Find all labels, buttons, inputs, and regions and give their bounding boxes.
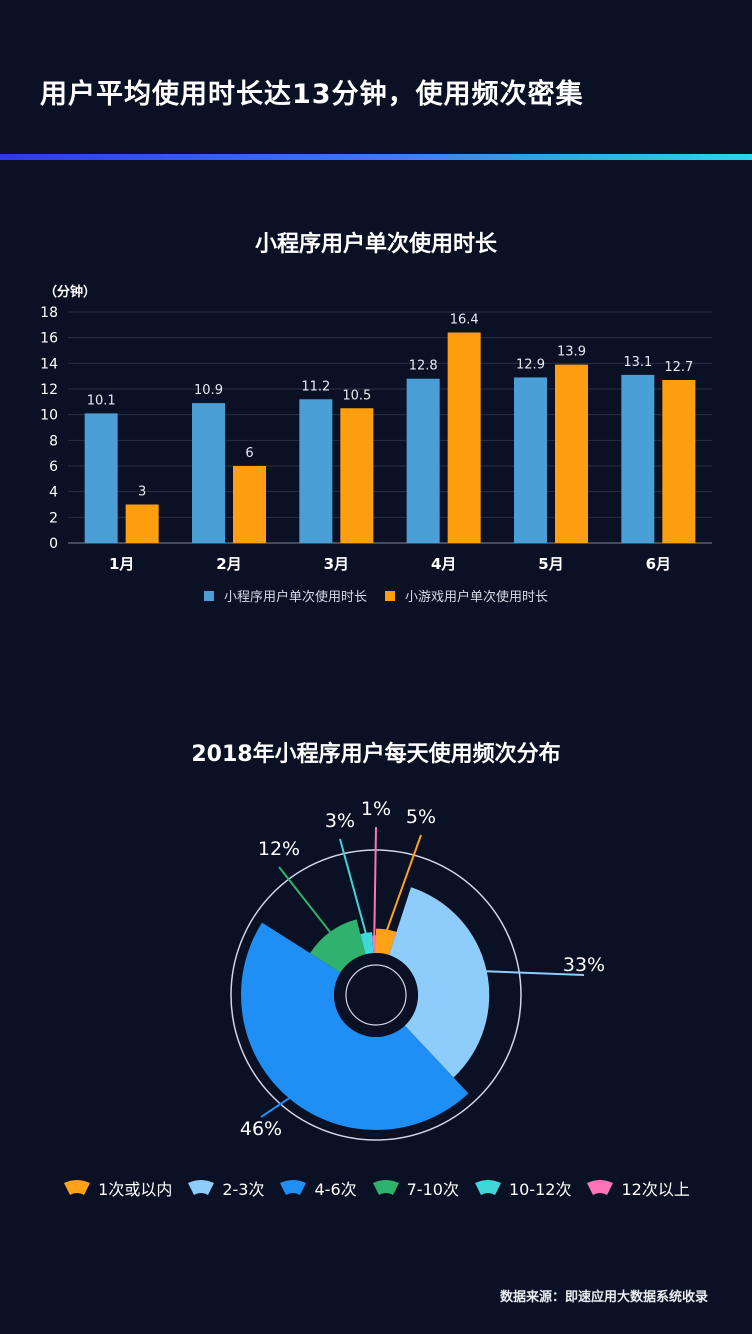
pie-slice bbox=[372, 935, 376, 954]
legend-swatch-blue bbox=[203, 590, 214, 601]
bar-value-label: 12.9 bbox=[516, 357, 545, 372]
pie-slice bbox=[376, 928, 397, 956]
pie-percent-label: 46% bbox=[240, 1118, 282, 1140]
y-tick-label: 12 bbox=[40, 382, 58, 398]
pie-legend-item: 7-10次 bbox=[371, 1176, 459, 1200]
pie-legend-item: 1次或以内 bbox=[62, 1176, 172, 1200]
pie-legend-swatch bbox=[280, 1180, 307, 1195]
y-tick-label: 14 bbox=[40, 356, 58, 372]
pie-leader-line bbox=[482, 970, 585, 976]
x-tick-label: 4月 bbox=[431, 555, 456, 573]
bar-miniprogram bbox=[621, 374, 655, 543]
pie-legend-item: 2-3次 bbox=[186, 1176, 264, 1200]
y-tick-label: 10 bbox=[40, 408, 58, 424]
pie-slice bbox=[241, 922, 469, 1130]
pie-legend-label: 12次以上 bbox=[621, 1180, 690, 1199]
bar-chart-legend: 小程序用户单次使用时长 小游戏用户单次使用时长 bbox=[0, 586, 752, 605]
y-axis-unit-label: （分钟） bbox=[44, 285, 97, 300]
bar-miniprogram bbox=[514, 377, 547, 543]
bar-value-label: 3 bbox=[138, 485, 146, 500]
pie-legend-swatch bbox=[188, 1180, 215, 1195]
pie-legend-label: 4-6次 bbox=[314, 1180, 357, 1199]
bar-value-label: 10.9 bbox=[194, 383, 223, 398]
bar-minigame bbox=[447, 332, 481, 543]
y-tick-label: 8 bbox=[49, 433, 58, 449]
x-tick-label: 1月 bbox=[109, 555, 134, 573]
y-tick-label: 6 bbox=[49, 459, 58, 475]
bar-value-label: 16.4 bbox=[450, 313, 479, 328]
title-divider bbox=[0, 154, 752, 160]
inner-ring bbox=[345, 964, 407, 1026]
bar-minigame bbox=[340, 408, 374, 543]
bar-minigame bbox=[662, 380, 696, 543]
x-tick-label: 3月 bbox=[324, 555, 349, 573]
pie-legend-item: 10-12次 bbox=[473, 1176, 572, 1200]
pie-legend-label: 2-3次 bbox=[222, 1180, 265, 1199]
bar-miniprogram bbox=[406, 378, 440, 543]
x-tick-label: 2月 bbox=[216, 555, 241, 573]
pie-chart-legend: 1次或以内 2-3次 4-6次 7-10次 10-12次 12次以上 bbox=[0, 1176, 752, 1200]
bar-minigame bbox=[555, 364, 588, 543]
legend-item-minigame: 小游戏用户单次使用时长 bbox=[385, 586, 548, 605]
pie-slice bbox=[360, 932, 374, 955]
pie-slice bbox=[388, 887, 490, 1078]
pie-legend-swatch bbox=[372, 1180, 399, 1195]
pie-percent-label: 12% bbox=[258, 838, 300, 860]
bar-value-label: 10.5 bbox=[342, 388, 371, 403]
y-tick-label: 18 bbox=[40, 305, 58, 321]
pie-legend-label: 7-10次 bbox=[406, 1180, 459, 1199]
pie-percent-label: 33% bbox=[563, 954, 605, 976]
pie-leader-line bbox=[339, 838, 368, 937]
x-tick-label: 5月 bbox=[538, 555, 563, 573]
pie-leader-line bbox=[260, 1095, 294, 1118]
y-tick-label: 2 bbox=[49, 510, 58, 526]
bar-value-label: 10.1 bbox=[87, 393, 116, 408]
pie-leader-line bbox=[384, 834, 422, 934]
y-tick-label: 0 bbox=[49, 536, 58, 552]
x-tick-label: 6月 bbox=[646, 555, 671, 573]
bar-value-label: 13.1 bbox=[623, 355, 652, 370]
bar-value-label: 13.9 bbox=[557, 345, 586, 360]
bar-chart-title: 小程序用户单次使用时长 bbox=[254, 232, 497, 257]
bar-miniprogram bbox=[192, 403, 225, 543]
bar-value-label: 6 bbox=[245, 446, 253, 461]
data-source-note: 数据来源：即速应用大数据系统收录 bbox=[499, 1290, 708, 1305]
legend-label: 小游戏用户单次使用时长 bbox=[405, 590, 549, 605]
pie-leader-line bbox=[373, 826, 377, 940]
pie-legend-label: 1次或以内 bbox=[98, 1180, 173, 1199]
legend-label: 小程序用户单次使用时长 bbox=[223, 590, 367, 605]
y-tick-label: 16 bbox=[40, 331, 58, 347]
pie-legend-label: 10-12次 bbox=[508, 1180, 572, 1199]
bar-chart: 0 2 4 6 8 10 12 14 16 18 10.1 3 1月 10.9 6 2月 11.2 10.5 3月 1… bbox=[40, 305, 712, 573]
pie-chart: 5% 33% 46% 12% 3% 1% bbox=[230, 798, 605, 1141]
bar-value-label: 12.8 bbox=[409, 359, 438, 374]
pie-chart-title: 2018年小程序用户每天使用频次分布 bbox=[191, 742, 561, 767]
bar-miniprogram bbox=[299, 399, 333, 543]
y-tick-label: 4 bbox=[49, 485, 58, 501]
pie-leader-line bbox=[278, 866, 334, 936]
pie-slice bbox=[310, 919, 366, 973]
pie-legend-item: 4-6次 bbox=[278, 1176, 357, 1200]
legend-swatch-orange bbox=[385, 590, 395, 601]
pie-legend-swatch bbox=[587, 1180, 614, 1195]
bar-value-label: 11.2 bbox=[301, 379, 330, 394]
pie-percent-label: 5% bbox=[406, 806, 436, 828]
pie-legend-item: 12次以上 bbox=[585, 1176, 690, 1200]
bar-value-label: 12.7 bbox=[664, 360, 693, 375]
pie-percent-label: 1% bbox=[361, 798, 391, 820]
page-title: 用户平均使用时长达13分钟，使用频次密集 bbox=[40, 79, 584, 110]
pie-percent-label: 3% bbox=[325, 810, 355, 832]
bar-minigame bbox=[233, 466, 266, 543]
pie-legend-swatch bbox=[64, 1180, 91, 1195]
bar-minigame bbox=[125, 504, 159, 543]
bar-miniprogram bbox=[84, 413, 118, 543]
pie-legend-swatch bbox=[474, 1180, 501, 1195]
legend-item-miniprogram: 小程序用户单次使用时长 bbox=[203, 586, 367, 605]
